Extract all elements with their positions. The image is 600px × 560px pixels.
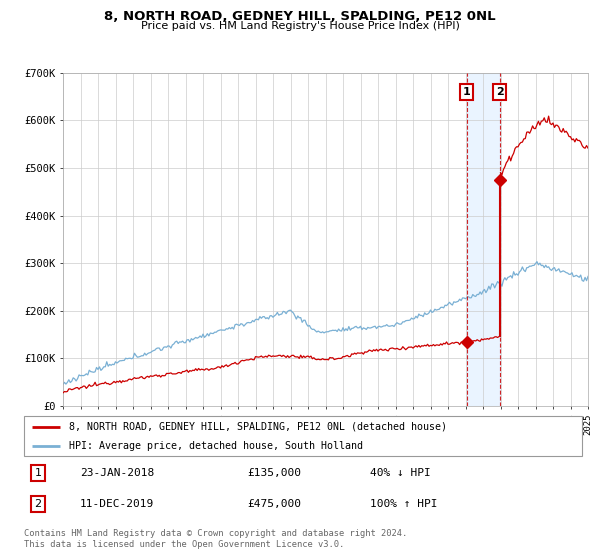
Text: £475,000: £475,000 xyxy=(247,500,301,509)
Text: 2: 2 xyxy=(496,87,503,97)
Text: 8, NORTH ROAD, GEDNEY HILL, SPALDING, PE12 0NL (detached house): 8, NORTH ROAD, GEDNEY HILL, SPALDING, PE… xyxy=(68,422,446,432)
Text: 8, NORTH ROAD, GEDNEY HILL, SPALDING, PE12 0NL: 8, NORTH ROAD, GEDNEY HILL, SPALDING, PE… xyxy=(104,10,496,23)
Text: 100% ↑ HPI: 100% ↑ HPI xyxy=(370,500,437,509)
FancyBboxPatch shape xyxy=(24,416,582,456)
Text: Contains HM Land Registry data © Crown copyright and database right 2024.
This d: Contains HM Land Registry data © Crown c… xyxy=(24,529,407,549)
Text: Price paid vs. HM Land Registry's House Price Index (HPI): Price paid vs. HM Land Registry's House … xyxy=(140,21,460,31)
Text: 40% ↓ HPI: 40% ↓ HPI xyxy=(370,468,431,478)
Text: 11-DEC-2019: 11-DEC-2019 xyxy=(80,500,154,509)
Text: 2: 2 xyxy=(34,500,41,509)
Bar xyxy=(467,73,500,406)
Text: 1: 1 xyxy=(34,468,41,478)
Text: 23-JAN-2018: 23-JAN-2018 xyxy=(80,468,154,478)
Text: 1: 1 xyxy=(463,87,470,97)
Text: HPI: Average price, detached house, South Holland: HPI: Average price, detached house, Sout… xyxy=(68,441,362,450)
Text: £135,000: £135,000 xyxy=(247,468,301,478)
